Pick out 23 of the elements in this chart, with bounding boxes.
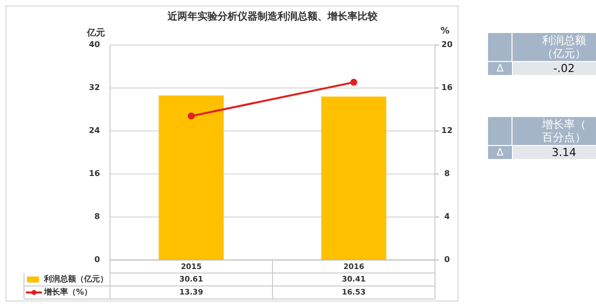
y2label: % — [440, 26, 450, 36]
y2tick: 4 — [444, 212, 450, 222]
y2tick: 16 — [441, 83, 453, 92]
y2tick: 20 — [441, 40, 453, 50]
y2tick: 12 — [441, 126, 453, 136]
ytick: 32 — [88, 83, 100, 92]
annotation: -.02 — [553, 62, 575, 76]
ytick: 24 — [88, 126, 100, 136]
legend: 增长率（%） — [44, 288, 92, 297]
ytick: 16 — [88, 169, 100, 178]
annotation: 3.14 — [552, 146, 576, 160]
ylabel: 亿元 — [87, 28, 105, 38]
annotation: 增长率（百分点） — [542, 118, 586, 144]
y2tick: 8 — [444, 169, 450, 178]
annotation: Δ — [496, 148, 504, 159]
legend: 利润总额（亿元） — [44, 274, 108, 284]
ytick: 8 — [94, 212, 100, 222]
title: 近两年实验分析仪器制造利润总额、增长率比较 — [168, 12, 378, 23]
ytick: 0 — [94, 255, 100, 264]
annotation: Δ — [496, 64, 504, 75]
annotation: 利润总额（亿元） — [542, 34, 586, 60]
y2tick: 0 — [444, 255, 450, 264]
ytick: 40 — [88, 40, 100, 50]
